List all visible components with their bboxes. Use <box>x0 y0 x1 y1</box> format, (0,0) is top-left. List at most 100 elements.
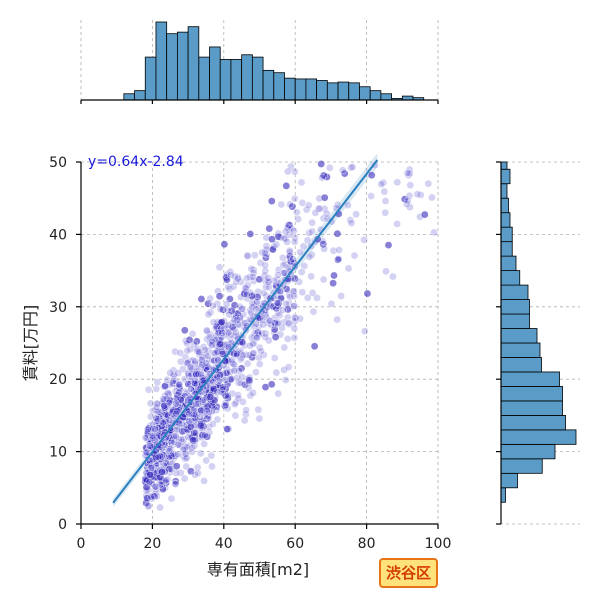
scatter-point <box>212 332 220 340</box>
scatter-point <box>165 465 174 473</box>
scatter-point <box>261 333 270 341</box>
x-tick-label: 0 <box>77 536 86 552</box>
scatter-point <box>194 347 203 356</box>
scatter-point <box>234 320 243 329</box>
top-hist-bar <box>166 33 178 101</box>
scatter-point <box>171 431 180 440</box>
scatter-point <box>197 406 205 415</box>
scatter-point <box>243 252 252 260</box>
scatter-point <box>224 391 232 400</box>
scatter-point <box>208 341 216 349</box>
scatter-point <box>191 357 199 366</box>
scatter-point <box>338 166 347 175</box>
top-hist-bar <box>134 90 146 101</box>
scatter-point <box>236 355 245 364</box>
scatter-point <box>428 193 436 202</box>
scatter-point <box>218 329 226 337</box>
scatter-point <box>286 252 294 261</box>
scatter-point <box>334 254 343 263</box>
axes: 0 20 40 60 80 100 0 10 20 30 40 50 <box>49 155 501 552</box>
scatter-point <box>201 431 209 440</box>
scatter-point <box>281 376 290 384</box>
scatter-point <box>250 329 259 338</box>
scatter-point <box>320 245 328 253</box>
scatter-point <box>273 319 282 328</box>
scatter-point <box>260 271 269 280</box>
scatter-point <box>243 359 252 368</box>
scatter-point <box>280 366 288 374</box>
scatter-point <box>308 227 317 236</box>
scatter-point <box>158 418 167 427</box>
scatter-point <box>201 386 210 395</box>
scatter-point <box>208 462 216 471</box>
scatter-point <box>246 341 254 350</box>
scatter-point <box>296 248 304 256</box>
scatter-point <box>283 167 292 176</box>
top-hist-bar <box>337 81 350 101</box>
scatter-point <box>252 334 261 342</box>
scatter-point <box>209 318 218 327</box>
scatter-point <box>176 357 185 366</box>
right-hist-bar <box>500 414 566 431</box>
scatter-point <box>281 227 290 236</box>
scatter-point <box>146 399 155 408</box>
scatter-point <box>240 289 249 298</box>
top-hist-bar <box>262 69 275 101</box>
scatter-point <box>308 218 316 227</box>
scatter-point <box>402 200 411 208</box>
scatter-point <box>219 383 227 392</box>
scatter-point <box>222 300 231 308</box>
scatter-point <box>290 287 298 296</box>
scatter-point <box>212 322 221 331</box>
regression-equation: y=0.64x-2.84 <box>88 154 184 170</box>
scatter-point <box>270 354 279 362</box>
scatter-point <box>230 272 239 281</box>
scatter-point <box>283 223 292 232</box>
scatter-point <box>154 453 163 462</box>
right-hist-bar <box>500 458 543 474</box>
scatter-point <box>167 494 176 503</box>
scatter-point <box>176 349 185 357</box>
scatter-point <box>274 389 283 398</box>
right-hist-bar <box>500 299 530 315</box>
scatter-point <box>187 444 196 452</box>
scatter-point <box>297 178 306 187</box>
scatter-point <box>182 454 191 462</box>
fit-line <box>112 159 379 504</box>
scatter-point <box>203 352 212 360</box>
scatter-point <box>148 431 157 440</box>
scatter-point <box>335 246 343 254</box>
scatter-point <box>413 190 422 198</box>
scatter-point <box>249 273 257 281</box>
y-axis-label: 賃料[万円] <box>21 305 40 382</box>
scatter-point <box>193 463 202 472</box>
scatter-point <box>265 224 274 233</box>
right-hist-bar <box>500 328 538 344</box>
scatter-point <box>282 182 291 190</box>
scatter-point <box>245 376 254 385</box>
scatter-point <box>320 193 329 202</box>
scatter-point <box>146 470 154 479</box>
scatter-point <box>209 301 217 310</box>
scatter-point <box>264 274 273 282</box>
scatter-point <box>172 409 180 418</box>
scatter-point <box>298 288 307 297</box>
scatter-point <box>267 380 276 389</box>
scatter-point <box>215 263 224 272</box>
top-hist-bar <box>326 82 339 101</box>
scatter-point <box>203 402 212 411</box>
right-hist-bar <box>500 270 521 286</box>
y-tick-label: 50 <box>49 155 67 171</box>
scatter-point <box>280 343 289 352</box>
scatter-point <box>265 316 274 325</box>
scatter-point <box>147 462 156 471</box>
scatter-point <box>192 400 200 409</box>
scatter-point <box>284 363 293 372</box>
y-tick-label: 0 <box>58 517 67 533</box>
scatter-point <box>165 416 174 425</box>
scatter-point <box>292 208 301 217</box>
scatter-point <box>141 433 150 442</box>
scatter-point <box>195 350 204 359</box>
scatter-point <box>176 441 185 450</box>
scatter-point <box>420 210 429 219</box>
